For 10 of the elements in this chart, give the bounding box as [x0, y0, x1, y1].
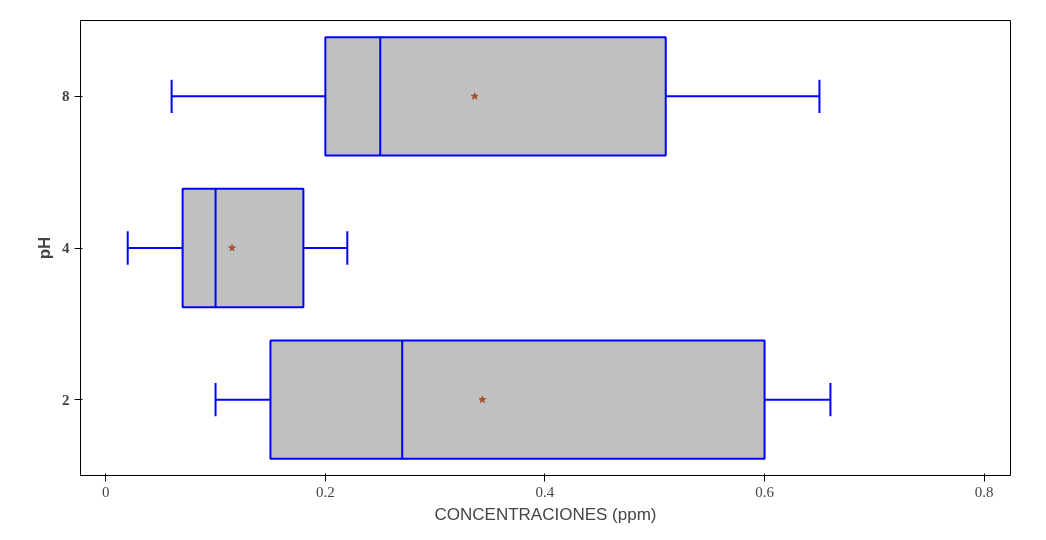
y-axis-title: pH: [35, 236, 54, 260]
y-tick-label: 2: [62, 391, 70, 408]
x-axis-title: CONCENTRACIONES (ppm): [434, 504, 657, 524]
x-tick-label: 0.4: [535, 483, 555, 500]
x-tick-label: 0: [102, 483, 110, 500]
x-tick-label: 0.6: [755, 483, 775, 500]
y-tick-label: 4: [62, 240, 70, 256]
y-tick-label: 8: [62, 88, 70, 105]
x-tick-label: 0.2: [315, 483, 335, 500]
x-tick-label: 0.8: [974, 483, 994, 500]
